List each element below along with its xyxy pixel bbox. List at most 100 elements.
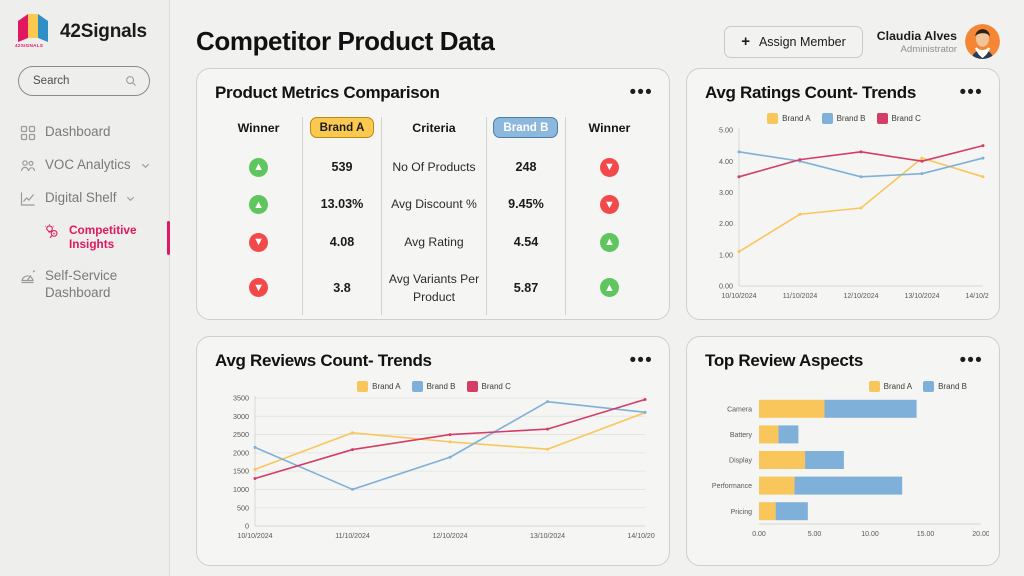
x-axis-tick-label: 10.00: [861, 531, 879, 538]
legend-label: Brand A: [883, 382, 913, 391]
metrics-table-body: ▲ 539 No Of Products 248 ▼ ▲ 13.03% Avg …: [215, 148, 653, 315]
data-point: [737, 250, 741, 254]
avatar[interactable]: [965, 24, 1000, 59]
x-axis-tick-label: 0.00: [752, 531, 766, 538]
winner-left-cell: ▼: [215, 223, 303, 261]
chart-legend: Brand A Brand B: [705, 381, 983, 392]
legend-item[interactable]: Brand B: [821, 113, 866, 124]
legend-item[interactable]: Brand A: [357, 381, 401, 392]
chevron-down-icon[interactable]: [140, 160, 151, 171]
category-label: Display: [729, 458, 752, 465]
data-point: [351, 431, 354, 435]
arrow-up-icon: ▲: [249, 195, 269, 214]
more-options-icon[interactable]: •••: [629, 350, 653, 371]
x-axis-tick-label: 13/10/2024: [530, 533, 565, 540]
criteria-cell: Avg Rating: [380, 223, 487, 261]
sidebar-item-label: VOC Analytics: [45, 157, 131, 172]
data-point: [859, 206, 863, 210]
sidebar-item-competitive-insights[interactable]: Competitive Insights: [0, 215, 170, 260]
legend-item[interactable]: Brand B: [411, 381, 456, 392]
brand-logo[interactable]: 42SIGNALS 42Signals: [0, 0, 169, 52]
col-winner-right: Winner: [564, 117, 653, 148]
x-axis-tick-label: 10/10/2024: [721, 293, 756, 300]
more-options-icon[interactable]: •••: [959, 82, 983, 103]
brand-b-badge[interactable]: Brand B: [493, 117, 559, 138]
legend-swatch: [923, 381, 935, 392]
winner-left-cell: ▼: [215, 261, 303, 315]
legend-item[interactable]: Brand C: [876, 113, 921, 124]
data-point: [920, 172, 924, 176]
x-axis-tick-label: 12/10/2024: [843, 293, 878, 300]
legend-item[interactable]: Brand A: [868, 381, 913, 392]
more-options-icon[interactable]: •••: [959, 350, 983, 371]
series-line-brand-c: [254, 398, 646, 480]
brand-b-cell: 9.45%: [486, 185, 566, 223]
criteria-cell: Avg Variants Per Product: [380, 260, 487, 315]
x-axis-tick-label: 5.00: [808, 531, 822, 538]
col-brand-a: Brand A: [302, 117, 382, 148]
bar-segment: [805, 451, 844, 469]
arrow-down-icon: ▼: [599, 157, 619, 177]
data-point: [981, 156, 985, 160]
people-icon: [21, 160, 36, 172]
search-input[interactable]: Search: [18, 66, 150, 96]
sidebar-item-label: Self-Service Dashboard: [45, 267, 118, 300]
brand-a-badge[interactable]: Brand A: [309, 117, 375, 138]
user-name: Claudia Alves: [876, 28, 957, 43]
chart-top-aspects: 0.00 5.00 10.00 15.00 20.00 Camera Battery Disp…: [705, 392, 989, 542]
dashboard-tool-icon: [21, 269, 36, 283]
legend-item[interactable]: Brand B: [923, 381, 967, 392]
legend-swatch: [767, 113, 779, 124]
arrow-up-icon: ▲: [599, 232, 619, 252]
table-header-row: Winner Brand A Criteria Brand B: [215, 117, 653, 148]
y-axis-tick-label: 1.00: [719, 250, 733, 259]
sidebar-item-dashboard[interactable]: Dashboard: [0, 116, 169, 149]
y-axis-tick-label: 5.00: [719, 126, 733, 135]
winner-left-cell: ▲: [215, 186, 303, 224]
sidebar-item-digital-shelf[interactable]: Digital Shelf: [0, 182, 169, 215]
active-indicator: [166, 221, 170, 255]
bar-chart-aspects: 0.00 5.00 10.00 15.00 20.00 Camera Battery Disp…: [712, 399, 989, 538]
data-point: [253, 445, 257, 449]
line-chart-reviews: 0 500 1000 1500 2000 2500 3000 3500 10/10/2024 11…: [233, 394, 655, 540]
category-label: Pricing: [731, 509, 753, 516]
x-axis-tick-label: 14/10/2024: [627, 533, 655, 540]
data-point: [859, 175, 863, 179]
card-header: Product Metrics Comparison •••: [215, 83, 653, 103]
y-axis-tick-label: 0.00: [719, 282, 733, 291]
legend-item[interactable]: Brand A: [767, 113, 811, 124]
metrics-table: Winner Brand A Criteria Brand B: [215, 117, 653, 315]
x-axis-tick-label: 11/10/2024: [335, 533, 370, 540]
card-title: Avg Ratings Count- Trends: [705, 83, 916, 102]
brand-a-cell: 13.03%: [302, 185, 382, 223]
sidebar-item-self-service-dashboard[interactable]: Self-Service Dashboard: [0, 260, 169, 310]
line-chart-ratings: 0.00 1.00 2.00 3.00 4.00 5.00 10/10/2024 11/10/…: [719, 126, 989, 300]
sidebar-nav: Dashboard VOC Analytics Digital Sh: [0, 116, 170, 310]
page-title: Competitor Product Data: [196, 26, 495, 56]
col-winner-left: Winner: [237, 120, 280, 135]
card-title: Top Review Aspects: [705, 351, 864, 370]
x-axis-tick-label: 12/10/2024: [432, 533, 467, 540]
user-profile[interactable]: Claudia Alves Administrator: [877, 24, 1000, 59]
sidebar-item-label: Digital Shelf: [45, 190, 117, 205]
criteria-cell: No Of Products: [380, 148, 487, 186]
series-line-brand-c: [738, 144, 984, 178]
x-axis-tick-label: 11/10/2024: [783, 293, 818, 300]
line-chart-icon: [20, 192, 35, 206]
legend-swatch: [876, 113, 888, 124]
y-axis-tick-label: 0: [245, 522, 249, 531]
data-point: [920, 159, 924, 163]
data-point: [643, 397, 647, 401]
chevron-down-icon[interactable]: [125, 193, 136, 204]
data-point: [546, 427, 549, 431]
category-label: Camera: [727, 406, 752, 413]
legend-label: Brand B: [938, 382, 967, 391]
more-options-icon[interactable]: •••: [629, 82, 653, 103]
sidebar-item-voc-analytics[interactable]: VOC Analytics: [0, 149, 169, 182]
idea-search-icon: [45, 224, 58, 239]
legend-item[interactable]: Brand C: [466, 381, 511, 392]
data-point: [546, 400, 549, 404]
brand-a-cell: 3.8: [302, 260, 382, 315]
assign-member-button[interactable]: + Assign Member: [724, 25, 863, 58]
arrow-down-icon: ▼: [249, 278, 269, 298]
